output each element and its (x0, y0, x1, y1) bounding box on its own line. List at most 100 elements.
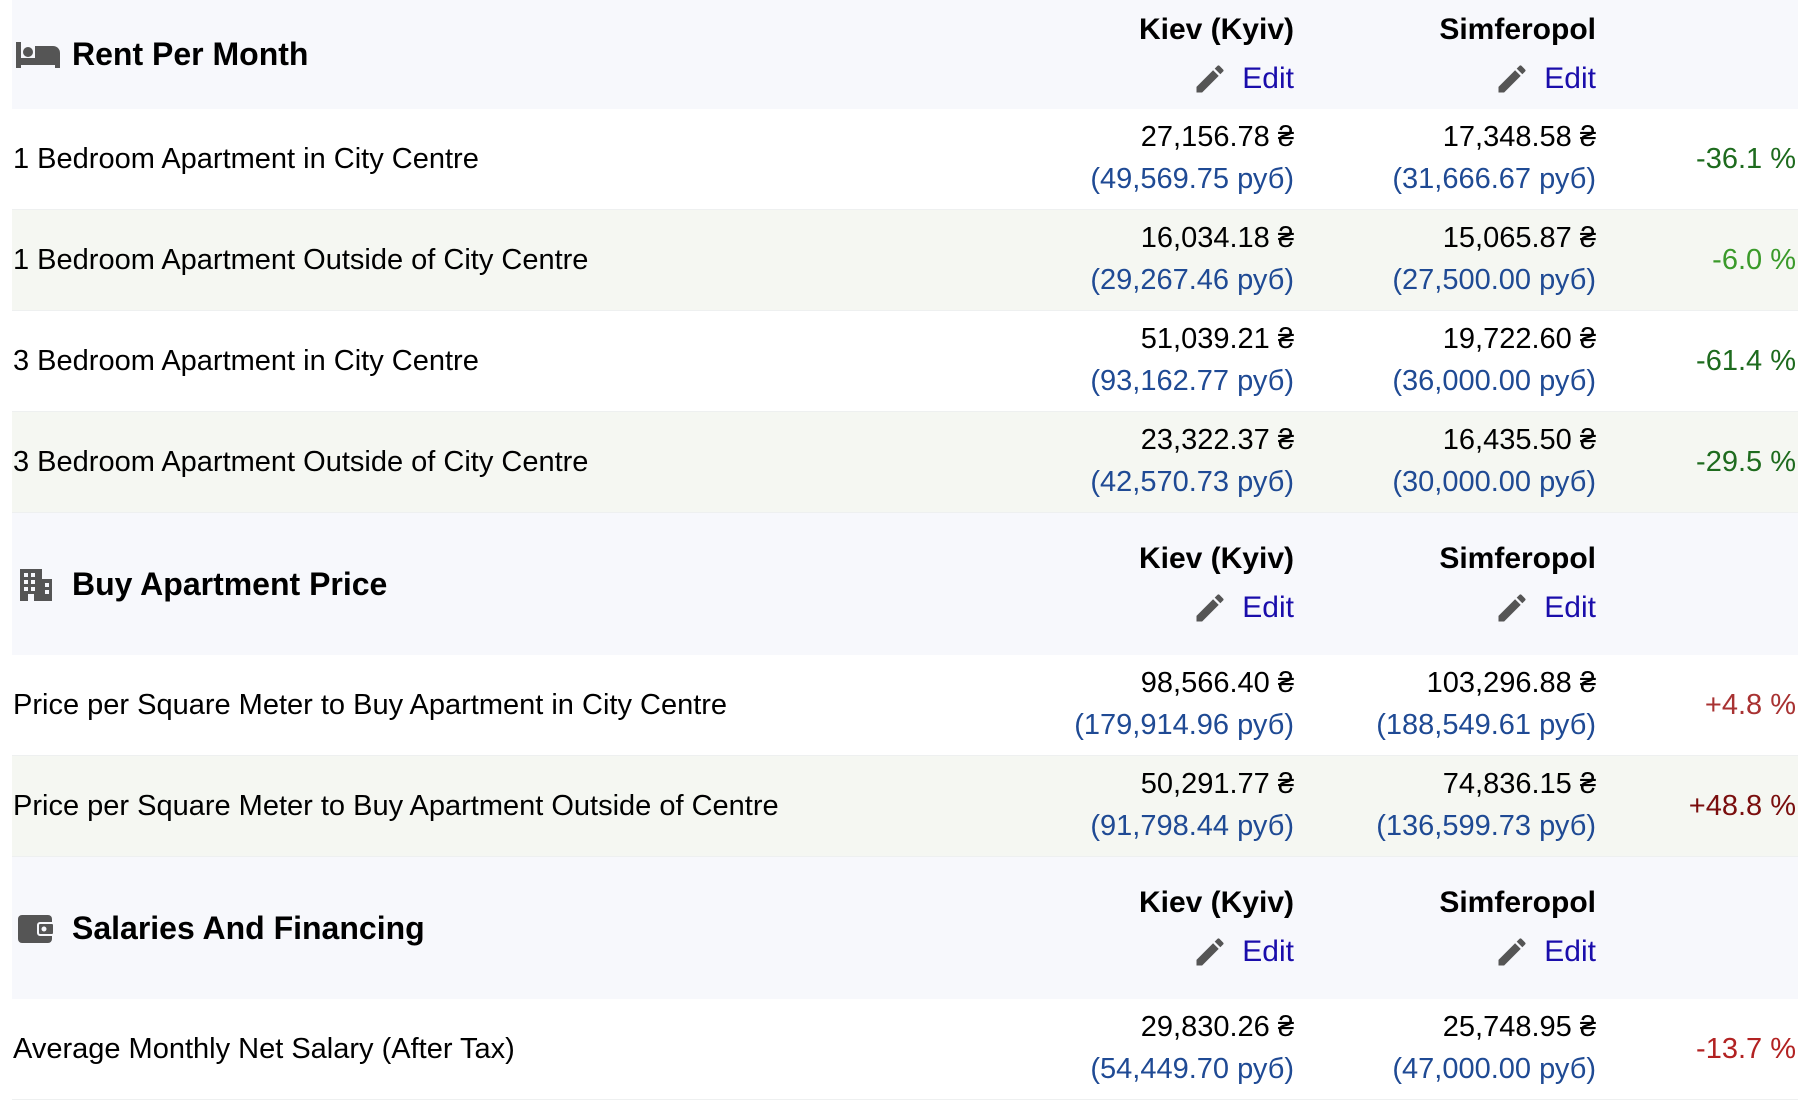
wallet-icon (16, 910, 60, 946)
table-row: Average Monthly Net Salary (After Tax) 2… (12, 999, 1798, 1100)
city1-value: 16,034.18 ₴ (29,267.46 руб) (994, 218, 1294, 302)
section-header-buy: Buy Apartment Price Kiev (Kyiv) Edit Sim… (12, 513, 1798, 655)
row-label: 1 Bedroom Apartment in City Centre (13, 142, 479, 175)
value-rub: (136,599.73 руб) (1376, 810, 1596, 842)
value-uah: 23,322.37 ₴ (1140, 424, 1294, 456)
section-title: Buy Apartment Price (72, 565, 388, 602)
city-name: Simferopol (1439, 12, 1596, 46)
value-uah: 19,722.60 ₴ (1442, 323, 1596, 355)
value-uah: 25,748.95 ₴ (1442, 1011, 1596, 1043)
city2-value: 19,722.60 ₴ (36,000.00 руб) (1294, 319, 1596, 403)
city2-value: 103,296.88 ₴ (188,549.61 руб) (1294, 663, 1596, 747)
city1-value: 23,322.37 ₴ (42,570.73 руб) (994, 420, 1294, 504)
city1-value: 98,566.40 ₴ (179,914.96 руб) (994, 663, 1294, 747)
value-uah: 16,435.50 ₴ (1442, 424, 1596, 456)
edit-city-link[interactable]: Edit (1192, 590, 1294, 626)
city2-value: 16,435.50 ₴ (30,000.00 руб) (1294, 420, 1596, 504)
city1-value: 50,291.77 ₴ (91,798.44 руб) (994, 764, 1294, 848)
value-rub: (188,549.61 руб) (1376, 709, 1596, 741)
pencil-icon (1498, 594, 1526, 622)
edit-label: Edit (1544, 935, 1596, 968)
row-label: Average Monthly Net Salary (After Tax) (13, 1032, 515, 1065)
value-rub: (47,000.00 руб) (1392, 1053, 1596, 1085)
city-name: Simferopol (1439, 542, 1596, 575)
edit-city-link[interactable]: Edit (1192, 934, 1294, 970)
value-uah: 29,830.26 ₴ (1140, 1011, 1294, 1043)
value-rub: (30,000.00 руб) (1392, 466, 1596, 498)
row-label: Price per Square Meter to Buy Apartment … (13, 688, 728, 721)
city-name: Kiev (Kyiv) (1138, 886, 1294, 919)
table-row: 3 Bedroom Apartment in City Centre 51,03… (12, 311, 1798, 412)
city-column-header: Simferopol Edit (1294, 0, 1596, 109)
value-uah: 27,156.78 ₴ (1140, 121, 1294, 153)
pencil-icon (1196, 594, 1224, 622)
value-uah: 50,291.77 ₴ (1140, 768, 1294, 800)
section-title-cell: Salaries And Financing (12, 857, 994, 999)
value-uah: 98,566.40 ₴ (1140, 667, 1294, 699)
value-uah: 74,836.15 ₴ (1442, 768, 1596, 800)
difference-column-header (1596, 513, 1798, 655)
value-rub: (42,570.73 руб) (1090, 466, 1294, 498)
section-header-rent: Rent Per Month Kiev (Kyiv) Edit Simferop… (12, 0, 1798, 109)
value-rub: (49,569.75 руб) (1090, 163, 1294, 195)
section-title-cell: Buy Apartment Price (12, 513, 994, 655)
cost-comparison-table: Rent Per Month Kiev (Kyiv) Edit Simferop… (12, 0, 1798, 1100)
row-label: Price per Square Meter to Buy Apartment … (13, 789, 779, 822)
table-row: 1 Bedroom Apartment Outside of City Cent… (12, 210, 1798, 311)
percent-difference: -6.0 % (1712, 243, 1796, 276)
edit-label: Edit (1242, 61, 1294, 95)
city-column-header: Simferopol Edit (1294, 857, 1596, 999)
value-uah: 51,039.21 ₴ (1140, 323, 1294, 355)
city-column-header: Kiev (Kyiv) Edit (994, 0, 1294, 109)
value-uah: 17,348.58 ₴ (1442, 121, 1596, 153)
value-uah: 103,296.88 ₴ (1426, 667, 1596, 699)
bed-icon (16, 37, 60, 73)
edit-label: Edit (1242, 591, 1294, 624)
city2-value: 17,348.58 ₴ (31,666.67 руб) (1294, 117, 1596, 201)
edit-city-link[interactable]: Edit (1494, 61, 1596, 97)
value-rub: (36,000.00 руб) (1392, 365, 1596, 397)
table-row: Price per Square Meter to Buy Apartment … (12, 756, 1798, 857)
value-rub: (31,666.67 руб) (1392, 163, 1596, 195)
edit-city-link[interactable]: Edit (1494, 934, 1596, 970)
table-row: 1 Bedroom Apartment in City Centre 27,15… (12, 109, 1798, 210)
section-title-cell: Rent Per Month (12, 0, 994, 109)
percent-difference: -36.1 % (1696, 142, 1796, 175)
city2-value: 25,748.95 ₴ (47,000.00 руб) (1294, 1007, 1596, 1091)
value-rub: (179,914.96 руб) (1074, 709, 1294, 741)
value-rub: (29,267.46 руб) (1090, 264, 1294, 296)
difference-column-header (1596, 857, 1798, 999)
city-name: Kiev (Kyiv) (1138, 542, 1294, 575)
difference-column-header (1596, 0, 1798, 109)
edit-label: Edit (1242, 935, 1294, 968)
value-uah: 15,065.87 ₴ (1442, 222, 1596, 254)
edit-city-link[interactable]: Edit (1192, 61, 1294, 97)
city1-value: 29,830.26 ₴ (54,449.70 руб) (994, 1007, 1294, 1091)
value-rub: (54,449.70 руб) (1090, 1053, 1294, 1085)
section-header-salaries: Salaries And Financing Kiev (Kyiv) Edit … (12, 857, 1798, 999)
city2-value: 74,836.15 ₴ (136,599.73 руб) (1294, 764, 1596, 848)
edit-city-link[interactable]: Edit (1494, 590, 1596, 626)
percent-difference: -61.4 % (1696, 344, 1796, 377)
pencil-icon (1498, 938, 1526, 966)
value-rub: (93,162.77 руб) (1090, 365, 1294, 397)
pencil-icon (1196, 938, 1224, 966)
value-rub: (27,500.00 руб) (1392, 264, 1596, 296)
building-icon (16, 566, 60, 602)
city-name: Kiev (Kyiv) (1138, 12, 1294, 46)
city-column-header: Kiev (Kyiv) Edit (994, 513, 1294, 655)
row-label: 3 Bedroom Apartment in City Centre (13, 344, 479, 377)
table-row: Price per Square Meter to Buy Apartment … (12, 655, 1798, 756)
city-column-header: Kiev (Kyiv) Edit (994, 857, 1294, 999)
section-title: Salaries And Financing (72, 909, 425, 946)
city-column-header: Simferopol Edit (1294, 513, 1596, 655)
city2-value: 15,065.87 ₴ (27,500.00 руб) (1294, 218, 1596, 302)
value-uah: 16,034.18 ₴ (1140, 222, 1294, 254)
pencil-icon (1498, 64, 1526, 92)
city1-value: 51,039.21 ₴ (93,162.77 руб) (994, 319, 1294, 403)
percent-difference: -29.5 % (1696, 445, 1796, 478)
row-label: 1 Bedroom Apartment Outside of City Cent… (13, 243, 589, 276)
table-row: 3 Bedroom Apartment Outside of City Cent… (12, 412, 1798, 513)
city1-value: 27,156.78 ₴ (49,569.75 руб) (994, 117, 1294, 201)
percent-difference: +4.8 % (1704, 688, 1796, 721)
